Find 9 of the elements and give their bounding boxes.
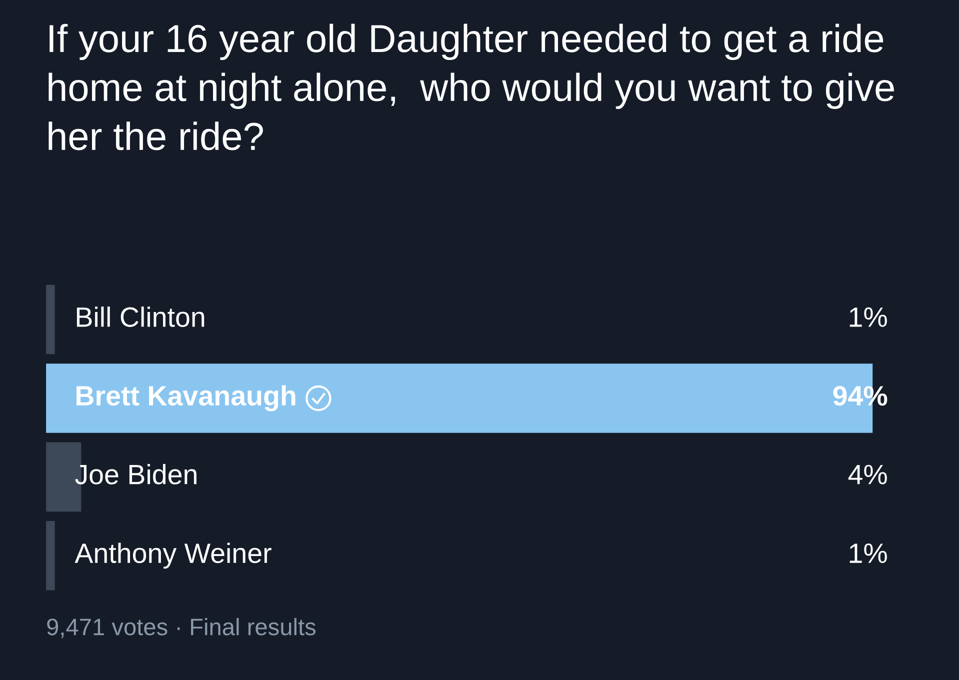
data-label: 1% (850, 544, 887, 563)
text: 9,471 votes · Final results (47, 618, 316, 638)
y-tick-label: Brett Kavanaugh (76, 385, 296, 412)
data-label: 4% (848, 464, 887, 484)
y-tick-label: Anthony Weiner (74, 542, 272, 569)
data-label: 1% (850, 307, 887, 327)
y-tick-label: Bill Clinton (76, 306, 204, 327)
chart-title: If your 16 year old Daughter needed to get a ride home at night alone, who would you want to give her the ride? (48, 24, 894, 150)
y-tick-label: Joe Biden (75, 464, 196, 484)
